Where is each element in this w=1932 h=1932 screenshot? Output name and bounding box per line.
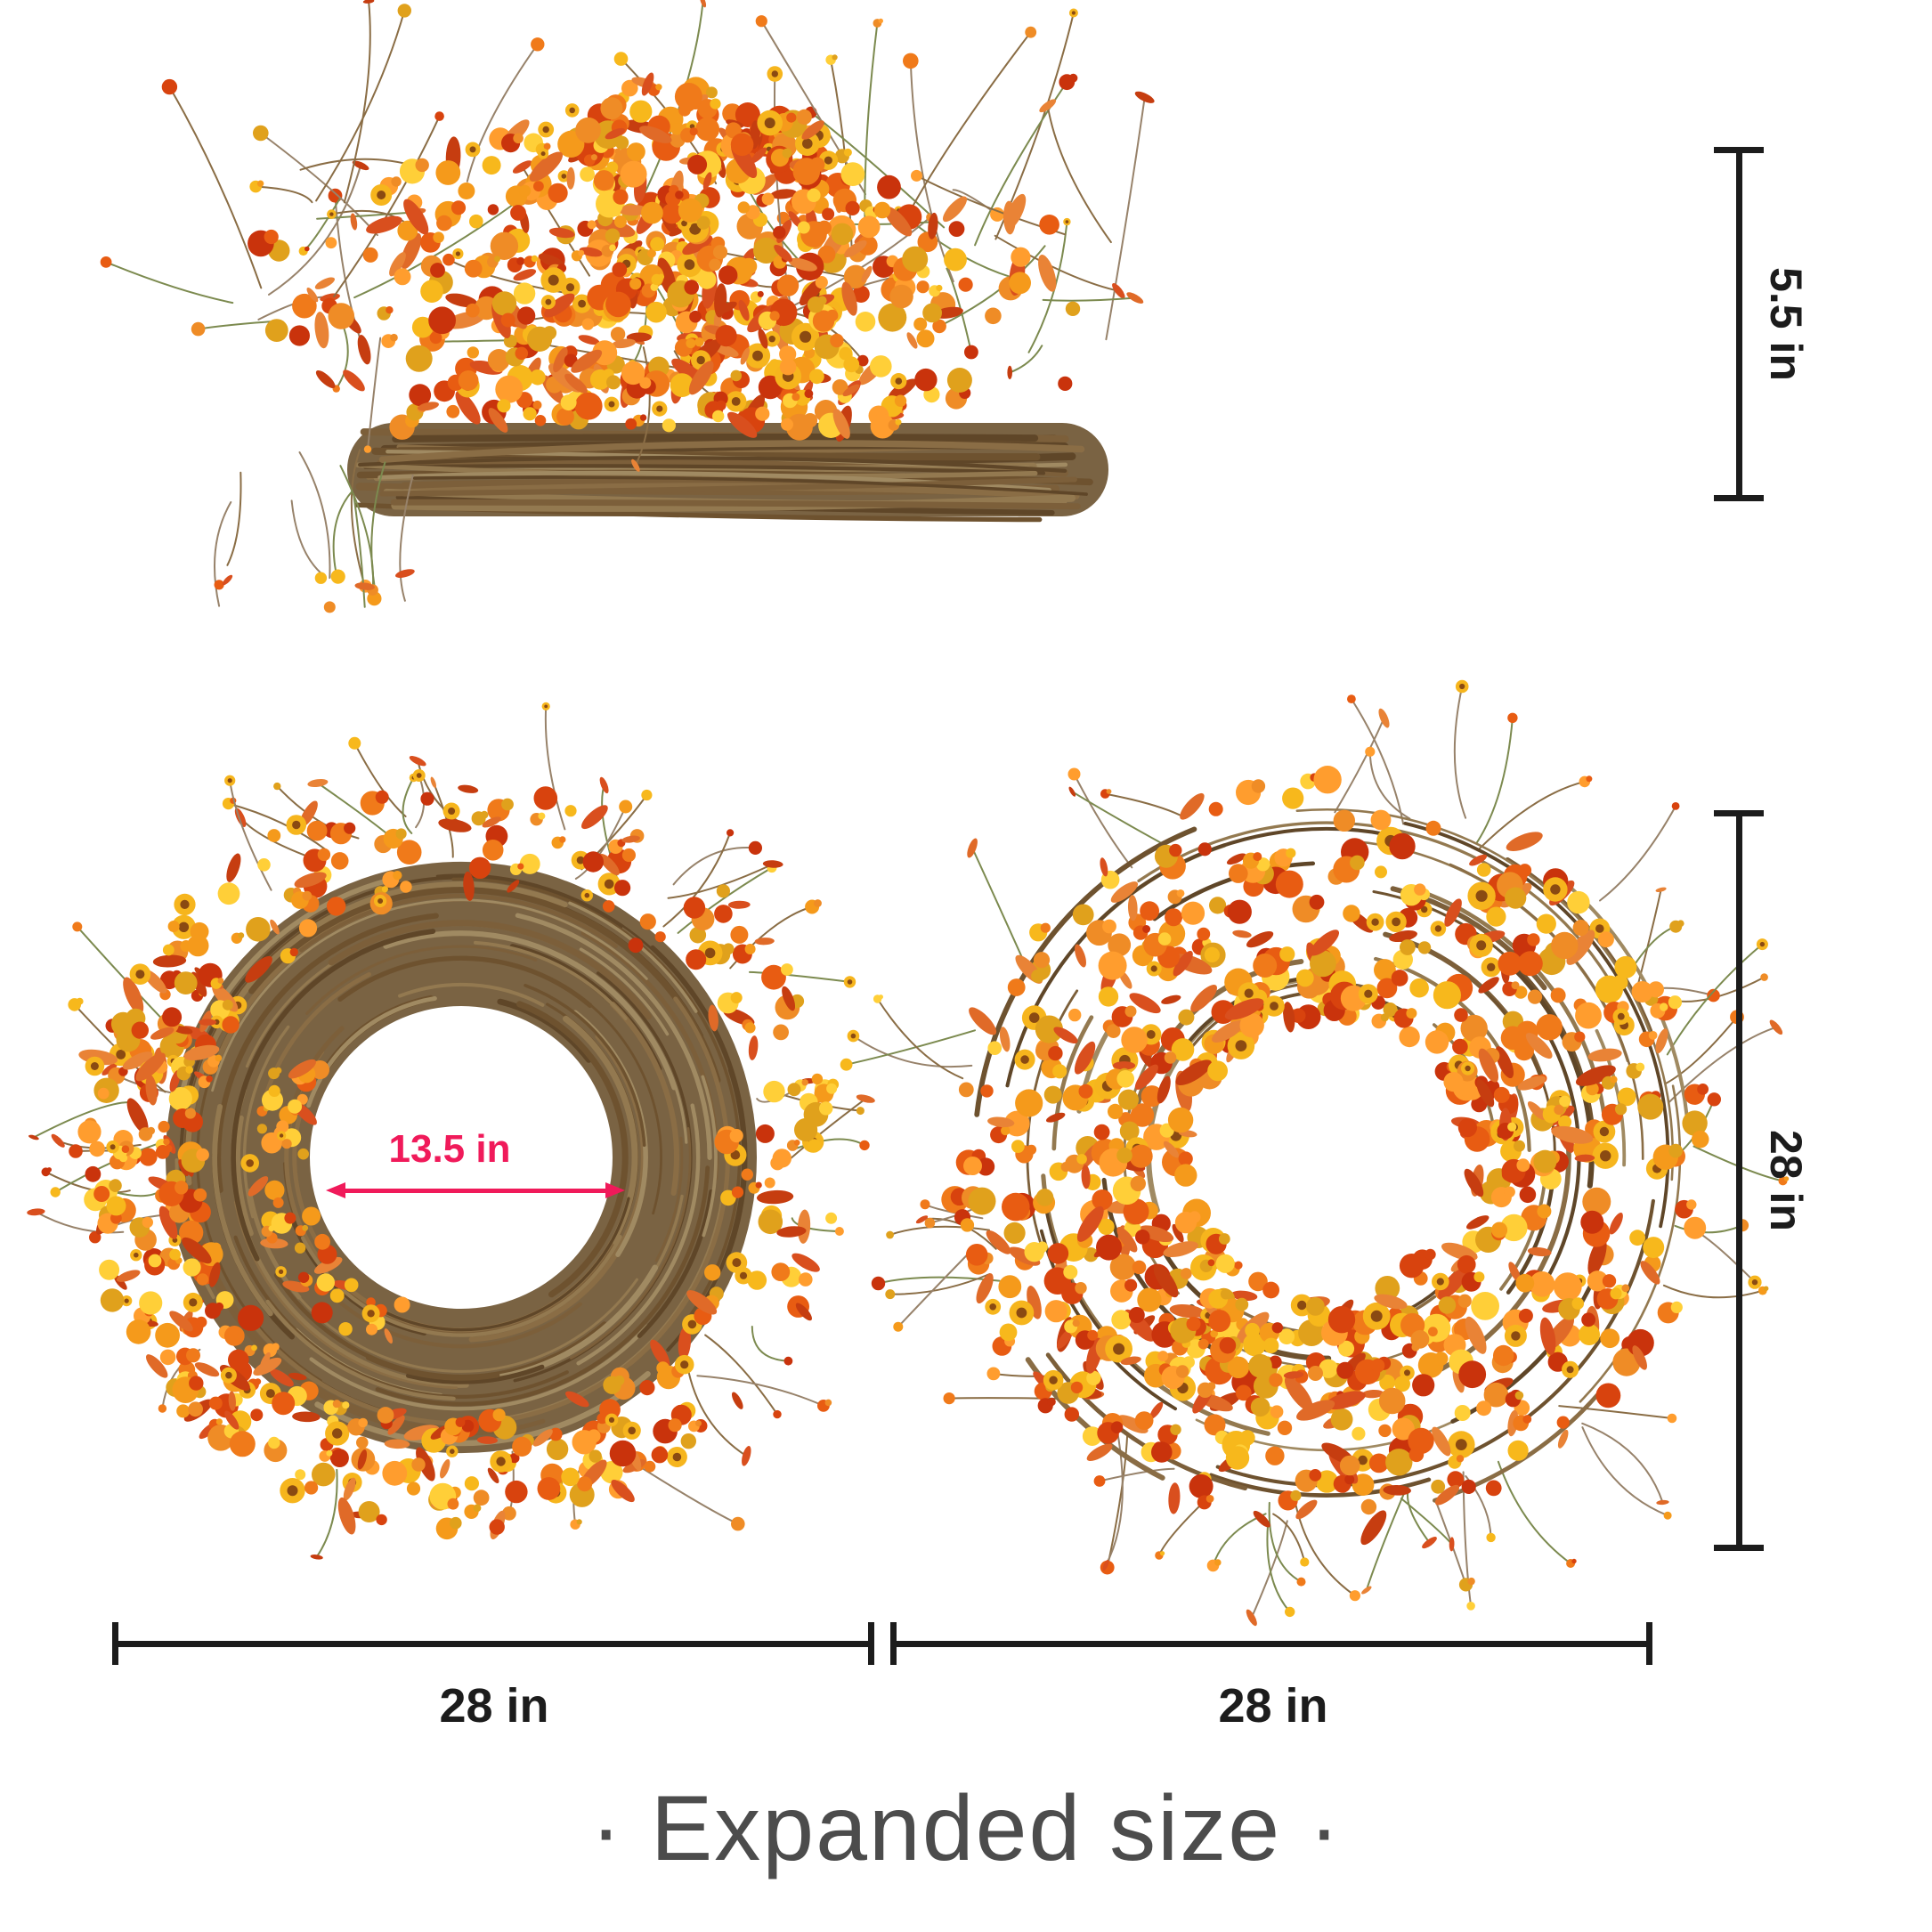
dimension-cap (1714, 810, 1764, 816)
dimension-line (118, 1640, 868, 1647)
arrow-right-icon (605, 1182, 625, 1198)
dimension-line (897, 1640, 1646, 1647)
dimension-line (1735, 816, 1742, 1545)
dimension-cap (112, 1622, 118, 1665)
dimension-cap (1714, 147, 1764, 153)
width-right-dimension-label: 28 in (1218, 1679, 1328, 1733)
wreath-side-view-illustration (100, 0, 1155, 613)
arrow-shaft (345, 1188, 605, 1193)
inner-diameter-arrow (326, 1182, 625, 1198)
height-dimension-line (1714, 147, 1764, 501)
dimension-cap (868, 1622, 874, 1665)
diameter-dimension-line (1714, 810, 1764, 1551)
expanded-size-caption: · Expanded size · (590, 1777, 1342, 1880)
arrow-left-icon (326, 1182, 345, 1198)
wreath-front-view-illustration (840, 679, 1790, 1627)
dimension-cap (1714, 1545, 1764, 1551)
wreath-back-view-illustration (27, 702, 875, 1560)
dimension-line (1735, 153, 1742, 495)
dimension-cap (890, 1622, 897, 1665)
width-left-dimension-label: 28 in (439, 1679, 549, 1733)
dimension-cap (1714, 495, 1764, 501)
dimension-cap (1646, 1622, 1652, 1665)
width-left-dimension-line (112, 1622, 874, 1665)
height-dimension-label: 5.5 in (1761, 267, 1811, 381)
diameter-dimension-label: 28 in (1761, 1130, 1811, 1231)
inner-diameter-label: 13.5 in (388, 1127, 511, 1171)
width-right-dimension-line (890, 1622, 1652, 1665)
